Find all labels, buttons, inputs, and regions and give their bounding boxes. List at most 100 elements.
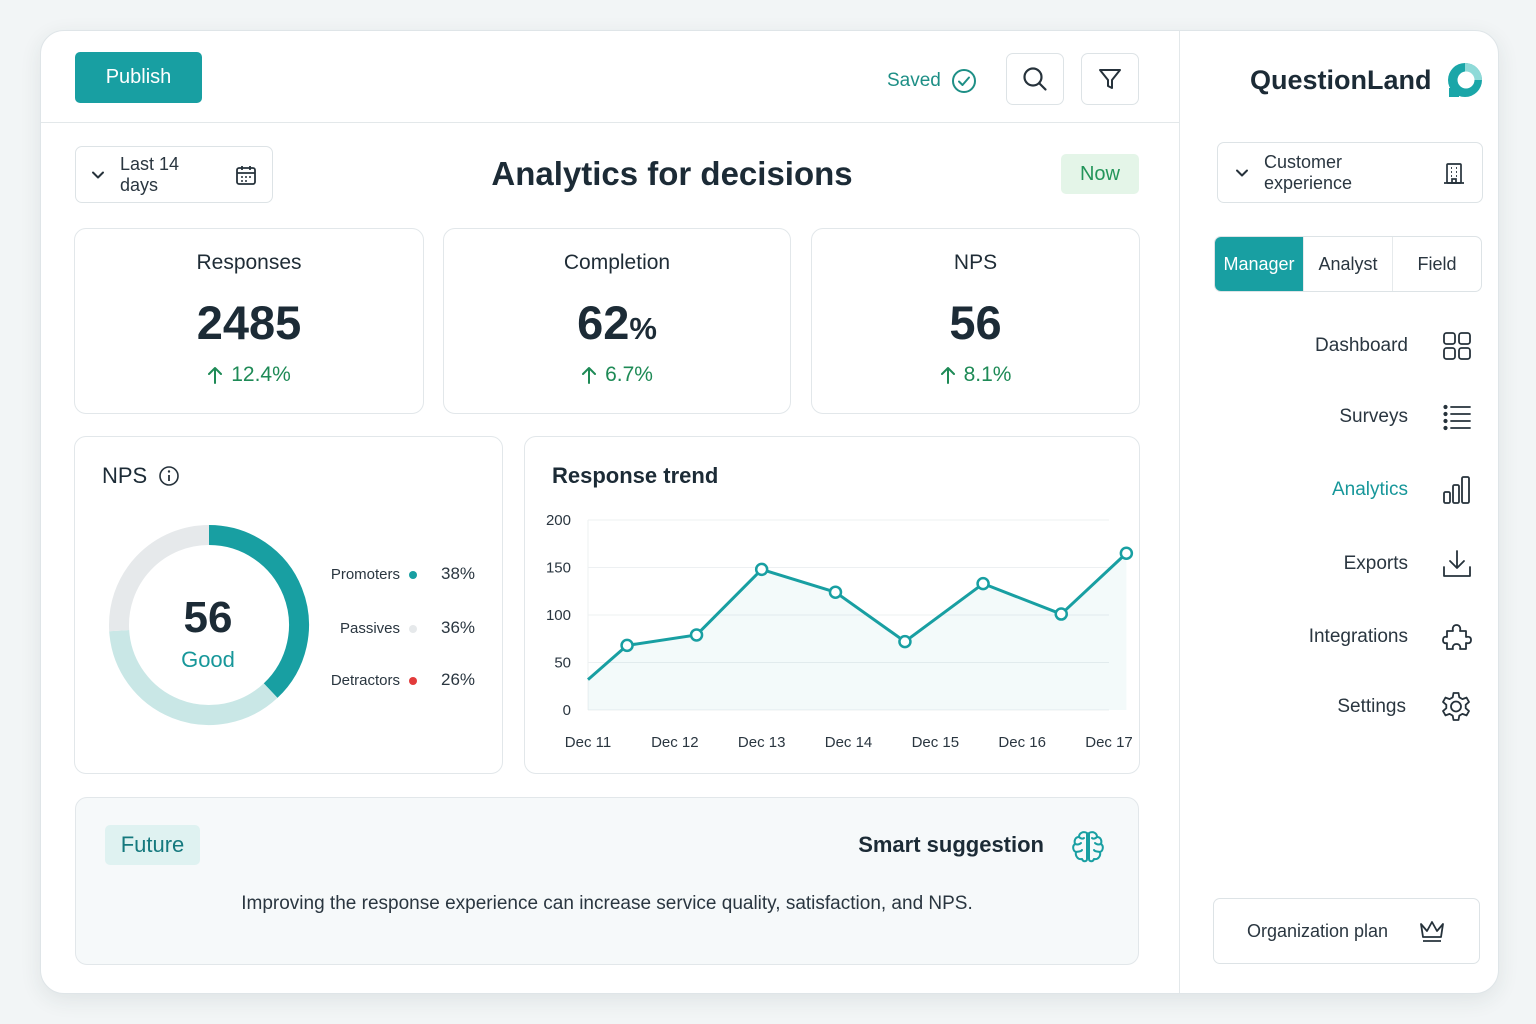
x-tick-label: Dec 14 [825, 734, 873, 751]
page-title: Analytics for decisions [491, 155, 853, 192]
nav-item-analytics[interactable]: Analytics [1260, 470, 1472, 510]
download-icon [1442, 549, 1472, 579]
nps-panel: NPS 56 Good Promoters 38% Passives 36% D… [74, 436, 503, 774]
nps-panel-title: NPS [102, 463, 148, 488]
plan-label: Organization plan [1246, 920, 1389, 941]
search-button[interactable] [1006, 53, 1064, 105]
list-icon [1442, 402, 1472, 432]
y-tick-label: 50 [554, 655, 571, 672]
donut-segment-passives [109, 629, 278, 725]
arrow-up-icon [581, 365, 597, 385]
dashboard-icon [1442, 331, 1472, 361]
role-switcher: Manager Analyst Field [1214, 236, 1482, 292]
kpi-label: NPS [953, 251, 998, 274]
legend-label-passives: Passives [339, 620, 400, 637]
nav-label: Surveys [1339, 406, 1408, 427]
saved-label: Saved [887, 70, 941, 91]
data-point [689, 628, 704, 642]
kpi-card-nps: NPS 56 8.1% [811, 228, 1140, 414]
detractors-dot [409, 677, 417, 685]
search-icon [1021, 65, 1049, 93]
brand-name: QuestionLand [1250, 64, 1432, 95]
organization-plan-button[interactable]: Organization plan [1213, 898, 1480, 964]
legend-pct-promoters: 38% [441, 564, 476, 583]
nps-score: 56 [183, 593, 233, 642]
workspace-select[interactable]: Customer experience [1217, 142, 1483, 203]
y-tick-label: 100 [546, 607, 571, 624]
smart-suggestion-card: Future Smart suggestion Improving the re… [75, 797, 1139, 965]
nav-label: Analytics [1331, 479, 1408, 500]
trend-panel-title: Response trend [552, 463, 719, 488]
top-toolbar: Publish Saved [41, 31, 1179, 123]
y-tick-label: 150 [546, 560, 571, 577]
arrow-up-icon [940, 365, 956, 385]
kpi-delta: 6.7% [444, 363, 790, 387]
workspace-label: Customer experience [1264, 151, 1353, 193]
data-point [1054, 607, 1068, 621]
chevron-down-icon [1234, 165, 1250, 181]
kpi-value: 62% [577, 296, 657, 349]
role-tab-manager[interactable]: Manager [1215, 237, 1303, 291]
nps-donut-chart [109, 525, 309, 725]
y-tick-label: 200 [546, 512, 571, 529]
x-tick-label: Dec 12 [651, 734, 699, 751]
legend-label-promoters: Promoters [330, 566, 400, 583]
date-range-label: Last 14 days [120, 153, 180, 195]
y-tick-label: 0 [563, 702, 571, 719]
x-tick-label: Dec 13 [738, 734, 786, 751]
filter-button[interactable] [1081, 53, 1139, 105]
kpi-delta: 8.1% [812, 363, 1139, 387]
data-point [754, 562, 769, 577]
kpi-delta: 12.4% [75, 363, 423, 387]
brain-icon [1070, 828, 1106, 864]
promoters-dot [409, 571, 417, 579]
x-tick-label: Dec 15 [912, 734, 960, 751]
nav-item-settings[interactable]: Settings [1260, 687, 1472, 727]
trend-panel: Response trend 0 50 100 150 200 Dec 11 Dec 12 D… [524, 436, 1140, 774]
suggestion-text: Improving the response experience can in… [241, 893, 973, 914]
data-point [898, 634, 912, 649]
brand: QuestionLand [1250, 61, 1484, 99]
filter-icon [1096, 65, 1124, 93]
kpi-card-responses: Responses 2485 12.4% [74, 228, 424, 414]
nav-label: Exports [1343, 553, 1408, 574]
x-tick-label: Dec 11 [565, 734, 611, 751]
nav-item-integrations[interactable]: Integrations [1260, 617, 1472, 657]
nav-label: Integrations [1308, 626, 1408, 647]
nps-rating: Good [181, 647, 235, 672]
nav-item-exports[interactable]: Exports [1260, 544, 1472, 584]
series-area [588, 553, 1127, 710]
legend-label-detractors: Detractors [330, 672, 400, 689]
publish-button[interactable]: Publish [75, 52, 202, 103]
nav-item-surveys[interactable]: Surveys [1260, 397, 1472, 437]
date-range-select[interactable]: Last 14 days [75, 146, 273, 203]
chevron-down-icon [90, 167, 106, 183]
kpi-label: Completion [563, 251, 671, 274]
sidebar: QuestionLand Customer experience Manager [1179, 31, 1498, 993]
x-tick-label: Dec 17 [1085, 734, 1133, 751]
crown-icon [1418, 918, 1446, 944]
puzzle-icon [1442, 622, 1472, 652]
donut-segment-detractors [109, 525, 210, 632]
arrow-up-icon [207, 365, 223, 385]
suggestion-title: Smart suggestion [858, 832, 1044, 857]
logo-icon [1446, 61, 1484, 99]
calendar-icon [234, 163, 258, 187]
legend-pct-detractors: 26% [441, 670, 476, 689]
passives-dot [409, 625, 417, 633]
x-tick-label: Dec 16 [998, 734, 1046, 751]
nav-label: Dashboard [1315, 335, 1408, 356]
data-point [976, 576, 990, 591]
app-window: Publish Saved Last 14 d [40, 30, 1499, 994]
nav-item-dashboard[interactable]: Dashboard [1260, 326, 1472, 366]
data-point [828, 585, 843, 599]
main-content: Publish Saved Last 14 d [41, 31, 1179, 993]
role-tab-analyst[interactable]: Analyst [1303, 237, 1392, 291]
data-point [620, 638, 634, 653]
building-icon [1442, 161, 1466, 185]
role-tab-field[interactable]: Field [1392, 237, 1481, 291]
nav-label: Settings [1337, 696, 1406, 717]
kpi-value: 2485 [196, 296, 302, 349]
info-icon[interactable] [158, 465, 180, 487]
kpi-label: Responses [196, 251, 302, 274]
